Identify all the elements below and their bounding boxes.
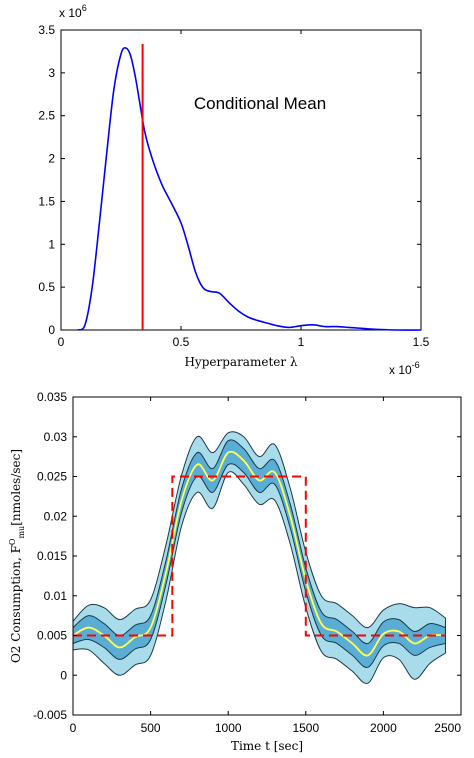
top-x-multiplier: x 10-6 bbox=[389, 360, 420, 377]
bottom-x-tick-label-0: 0 bbox=[70, 721, 77, 735]
bottom-y-axis-label-units: [nmoles/sec] bbox=[9, 449, 23, 526]
bottom-y-tick-label-2: 0.005 bbox=[37, 629, 67, 643]
top-x-exponent: -6 bbox=[412, 360, 420, 370]
bottom-y-axis-label: O2 Consumption, FOmu[nmoles/sec] bbox=[8, 449, 26, 663]
bottom-y-tick-label-4: 0.015 bbox=[37, 549, 67, 563]
bottom-y-tick-label-3: 0.01 bbox=[44, 589, 68, 603]
top-y-tick-label-2: 1 bbox=[48, 237, 55, 251]
bottom-x-tick-label-4: 2000 bbox=[370, 721, 397, 735]
top-y-exponent: 6 bbox=[82, 3, 87, 13]
top-x-tick-label-0: 0 bbox=[58, 335, 65, 349]
top-x-axis-label: Hyperparameter λ bbox=[184, 355, 297, 369]
bottom-y-tick-label-5: 0.02 bbox=[44, 509, 68, 523]
top-x-tick-label-2: 1 bbox=[298, 335, 305, 349]
bottom-x-tick-label-5: 2500 bbox=[434, 721, 461, 735]
chart-bottom: 0 500 1000 1500 2000 2500 -0.00500.0050.010.0… bbox=[8, 390, 462, 753]
bottom-y-tick-label-7: 0.03 bbox=[44, 430, 68, 444]
bottom-y-axis-label-sup: O bbox=[8, 538, 17, 545]
conditional-mean-annotation: Conditional Mean bbox=[194, 94, 326, 113]
bottom-x-tick-label-2: 1000 bbox=[215, 721, 242, 735]
top-x-tick-label-1: 0.5 bbox=[173, 335, 190, 349]
bottom-y-tick-label-6: 0.025 bbox=[37, 470, 67, 484]
top-y-ticks: 0 0.5 1 1.5 2 2.5 3 3.5 bbox=[38, 23, 421, 337]
top-density-curve bbox=[77, 47, 422, 331]
outer-confidence-band bbox=[72, 431, 446, 684]
bottom-x-ticks: 0 500 1000 1500 2000 2500 bbox=[70, 397, 462, 735]
bottom-x-tick-label-1: 500 bbox=[141, 721, 161, 735]
top-y-tick-label-6: 3 bbox=[48, 66, 55, 80]
top-series bbox=[77, 44, 422, 331]
top-y-tick-label-4: 2 bbox=[48, 152, 55, 166]
top-plot-area bbox=[60, 29, 422, 331]
bottom-y-ticks: -0.005 0 0.005 0.01 0.015 0.02 0.025 0.03 0.035 bbox=[33, 390, 461, 722]
mean-curve bbox=[72, 450, 446, 657]
top-y-tick-label-1: 0.5 bbox=[38, 280, 55, 294]
top-y-tick-label-0: 0 bbox=[48, 323, 55, 337]
top-y-multiplier: x 106 bbox=[59, 3, 87, 20]
input-signal-dashed bbox=[73, 475, 446, 637]
top-y-tick-label-3: 1.5 bbox=[38, 194, 55, 208]
top-y-tick-label-5: 2.5 bbox=[38, 109, 55, 123]
top-x-tick-label-3: 1.5 bbox=[413, 335, 430, 349]
bottom-y-tick-label-1: 0 bbox=[60, 668, 67, 682]
bottom-y-axis-label-sub: mu bbox=[17, 526, 26, 539]
bottom-y-tick-label-8: 0.035 bbox=[37, 390, 67, 404]
chart-top: 0 0.5 1 1.5 0 0.5 1 1.5 2 2.5 3 3.5 x 106 x 10-6 H… bbox=[38, 3, 429, 377]
bottom-series bbox=[72, 431, 446, 684]
bottom-y-tick-label-0: -0.005 bbox=[33, 708, 67, 722]
top-y-tick-label-7: 3.5 bbox=[38, 23, 55, 37]
top-x-ticks: 0 0.5 1 1.5 bbox=[58, 30, 430, 349]
bottom-x-axis-label: Time t [sec] bbox=[231, 739, 303, 753]
bottom-x-tick-label-3: 1500 bbox=[292, 721, 319, 735]
